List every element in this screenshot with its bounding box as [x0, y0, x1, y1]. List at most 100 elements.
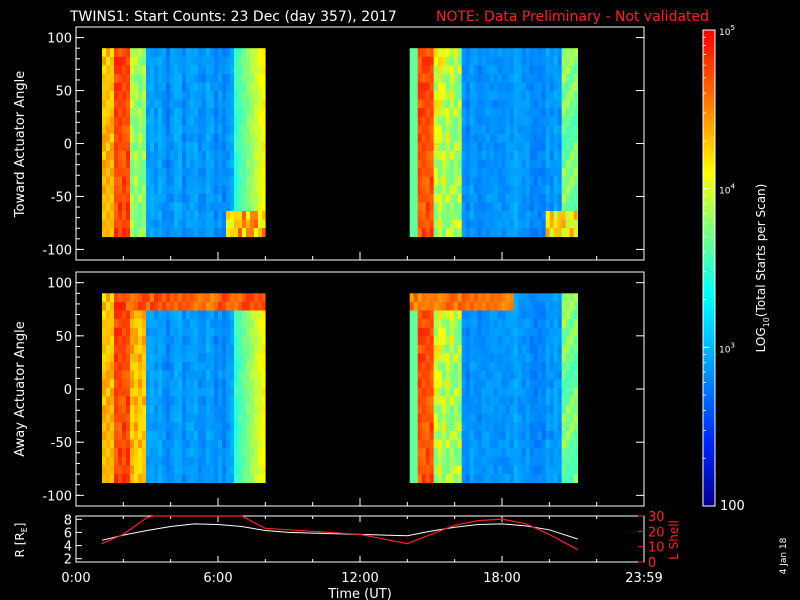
heatmap-cell: [190, 448, 195, 458]
heatmap-cell: [409, 151, 414, 160]
heatmap-cell: [198, 379, 203, 389]
heatmap-cell: [210, 465, 215, 475]
heatmap-cell: [166, 293, 171, 303]
heatmap-cell: [134, 465, 139, 475]
heatmap-cell: [425, 353, 430, 363]
heatmap-cell: [154, 456, 159, 466]
heatmap-cell: [509, 301, 514, 311]
heatmap-cell: [242, 219, 247, 229]
heatmap-cell: [114, 91, 119, 100]
heatmap-cell: [134, 396, 139, 406]
heatmap-cell: [525, 456, 530, 466]
heatmap-cell: [194, 422, 199, 432]
heatmap-cell: [118, 431, 123, 440]
heatmap-cell: [545, 448, 550, 458]
heatmap-cell: [242, 396, 247, 406]
heatmap-cell: [114, 431, 119, 440]
heatmap-cell: [517, 431, 522, 440]
heatmap-cell: [150, 422, 155, 432]
heatmap-cell: [138, 413, 143, 423]
heatmap-cell: [174, 219, 179, 229]
heatmap-cell: [533, 82, 538, 92]
heatmap-cell: [218, 344, 223, 354]
heatmap-cell: [497, 439, 502, 449]
heatmap-cell: [186, 91, 191, 100]
heatmap-cell: [118, 448, 123, 458]
heatmap-cell: [190, 387, 195, 397]
heatmap-cell: [441, 319, 446, 329]
heatmap-cell: [142, 465, 147, 475]
heatmap-cell: [210, 422, 215, 432]
heatmap-cell: [226, 168, 231, 178]
heatmap-cell: [182, 465, 187, 475]
heatmap-cell: [218, 176, 223, 186]
heatmap-cell: [557, 422, 562, 432]
heatmap-cell: [150, 82, 155, 92]
heatmap-cell: [413, 211, 418, 220]
heatmap-cell: [485, 91, 490, 100]
heatmap-cell: [202, 159, 207, 169]
heatmap-cell: [521, 202, 526, 212]
heatmap-cell: [230, 48, 235, 58]
heatmap-cell: [545, 91, 550, 100]
heatmap-cell: [174, 56, 179, 66]
colorbar-tick-label: 104: [719, 183, 735, 197]
heatmap-cell: [481, 99, 486, 109]
heatmap-cell: [417, 82, 422, 92]
heatmap-cell: [569, 448, 574, 458]
heatmap-cell: [437, 319, 442, 329]
heatmap-cell: [234, 116, 239, 126]
heatmap-cell: [409, 310, 414, 320]
heatmap-cell: [565, 431, 570, 440]
heatmap-cell: [565, 413, 570, 423]
heatmap-cell: [194, 151, 199, 160]
heatmap-cell: [477, 159, 482, 169]
lshell-series-line: [101, 515, 578, 551]
heatmap-cell: [122, 379, 127, 389]
heatmap-cell: [413, 474, 418, 483]
heatmap-cell: [170, 185, 175, 195]
heatmap-cell: [469, 310, 474, 320]
heatmap-cell: [122, 310, 127, 320]
heatmap-cell: [457, 219, 462, 229]
heatmap-cell: [557, 228, 562, 238]
heatmap-cell: [473, 396, 478, 406]
heatmap-cell: [206, 219, 211, 229]
heatmap-cell: [505, 99, 510, 109]
heatmap-cell: [549, 168, 554, 178]
heatmap-cell: [517, 91, 522, 100]
heatmap-cell: [425, 65, 430, 75]
heatmap-cell: [453, 99, 458, 109]
heatmap-cell: [182, 353, 187, 363]
x-axis-label: Time (UT): [327, 587, 392, 600]
heatmap-cell: [469, 387, 474, 397]
heatmap-cell: [429, 159, 434, 169]
heatmap-cell: [150, 405, 155, 415]
heatmap-cell: [489, 151, 494, 160]
heatmap-cell: [537, 456, 542, 466]
heatmap-cell: [545, 379, 550, 389]
heatmap-cell: [206, 353, 211, 363]
heatmap-cell: [533, 91, 538, 100]
heatmap-cell: [174, 439, 179, 449]
heatmap-cell: [525, 228, 530, 238]
heatmap-cell: [529, 99, 534, 109]
heatmap-cell: [134, 228, 139, 238]
heatmap-cell: [485, 327, 490, 337]
heatmap-cell: [513, 336, 518, 346]
heatmap-cell: [421, 193, 426, 203]
heatmap-cell: [501, 456, 506, 466]
heatmap-cell: [445, 293, 450, 303]
heatmap-cell: [114, 362, 119, 372]
heatmap-cell: [449, 65, 454, 75]
heatmap-cell: [202, 474, 207, 483]
heatmap-cell: [130, 327, 135, 337]
heatmap-cell: [553, 353, 558, 363]
heatmap-cell: [170, 439, 175, 449]
heatmap-cell: [258, 159, 263, 169]
heatmap-cell: [178, 362, 183, 372]
heatmap-cell: [409, 159, 414, 169]
heatmap-cell: [453, 56, 458, 66]
heatmap-cell: [106, 56, 111, 66]
heatmap-cell: [477, 82, 482, 92]
